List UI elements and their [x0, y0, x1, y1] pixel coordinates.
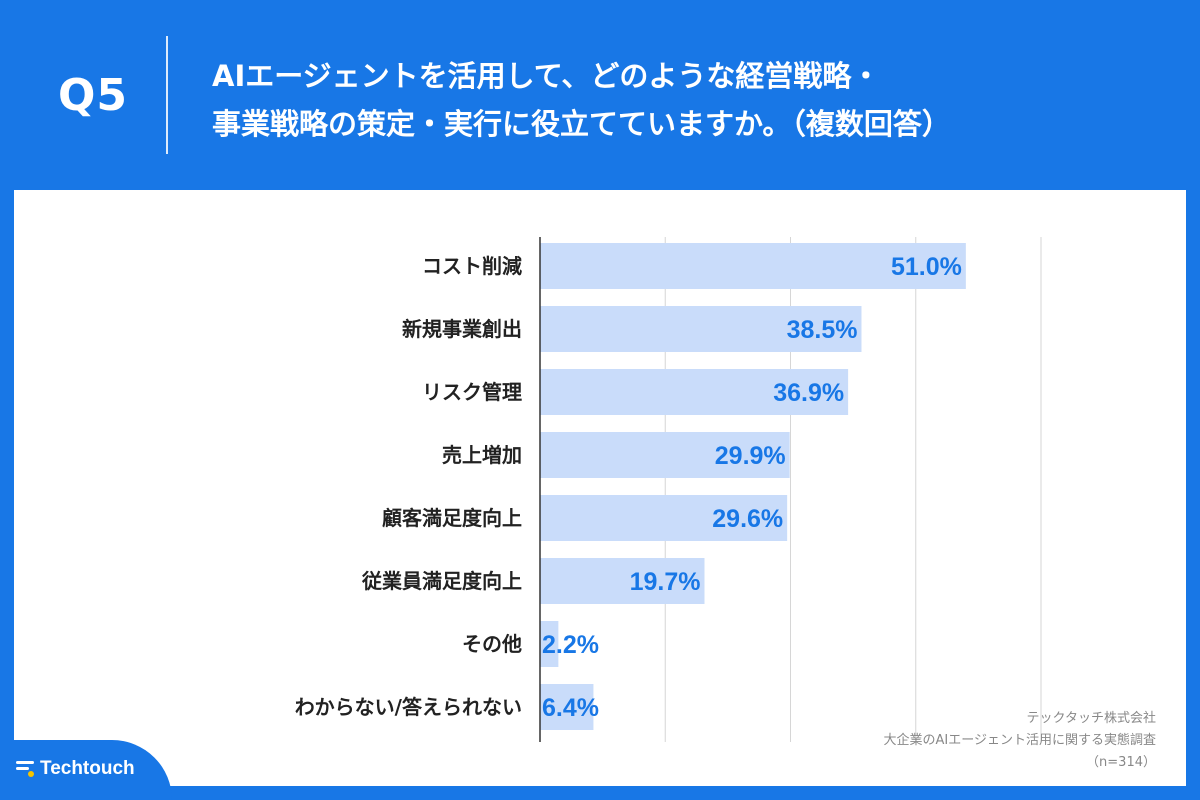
- bar: [540, 621, 559, 667]
- bar: [540, 495, 788, 541]
- chart-panel: コスト削減 51.0% 新規事業創出 38.5% リスク管理 36.9% 売上増加 29.9%…: [14, 190, 1186, 786]
- data-label: 36.9%: [773, 379, 844, 407]
- brand-name: Techtouch: [40, 758, 135, 779]
- question-title-line2: 事業戦略の策定・実行に役立てていますか。（複数回答）: [212, 107, 951, 141]
- data-label: 51.0%: [891, 253, 962, 281]
- header: Q5 AIエージェントを活用して、どのような経営戦略・ 事業戦略の策定・実行に役…: [0, 0, 1200, 190]
- source-survey: 大企業のAIエージェント活用に関する実態調査: [883, 733, 1156, 748]
- bar: [540, 684, 594, 730]
- source-note: テックタッチ株式会社 大企業のAIエージェント活用に関する実態調査 （n=314…: [884, 708, 1156, 774]
- category-label: リスク管理: [422, 380, 522, 404]
- data-label: 38.5%: [787, 316, 858, 344]
- category-label: その他: [462, 632, 522, 656]
- header-divider: [166, 36, 168, 154]
- source-sample-size: （n=314）: [1086, 755, 1156, 770]
- logo-tab: [0, 740, 172, 800]
- data-label: 19.7%: [630, 568, 701, 596]
- brand-logo: Techtouch: [16, 758, 135, 780]
- category-label: 従業員満足度向上: [361, 569, 522, 593]
- category-label: 新規事業創出: [402, 317, 522, 341]
- category-label: 顧客満足度向上: [382, 506, 522, 530]
- techtouch-logo-icon: [16, 760, 36, 777]
- source-company: テックタッチ株式会社: [1026, 711, 1156, 726]
- bar: [540, 243, 966, 289]
- bar: [540, 558, 705, 604]
- bar-chart: コスト削減 51.0% 新規事業創出 38.5% リスク管理 36.9% 売上増加 29.9%…: [295, 237, 1042, 742]
- data-label: 29.9%: [715, 442, 786, 470]
- question-title-line1: AIエージェントを活用して、どのような経営戦略・: [212, 59, 881, 93]
- question-title: AIエージェントを活用して、どのような経営戦略・ 事業戦略の策定・実行に役立てて…: [212, 52, 1172, 148]
- data-label: 6.4%: [542, 694, 599, 722]
- category-label: 売上増加: [442, 443, 522, 467]
- bar: [540, 432, 790, 478]
- question-number: Q5: [58, 70, 129, 121]
- bar: [540, 306, 862, 352]
- category-label: わからない/答えられない: [295, 695, 522, 719]
- data-label: 29.6%: [712, 505, 783, 533]
- data-label: 2.2%: [542, 631, 599, 659]
- category-label: コスト削減: [422, 254, 522, 278]
- bar: [540, 369, 849, 415]
